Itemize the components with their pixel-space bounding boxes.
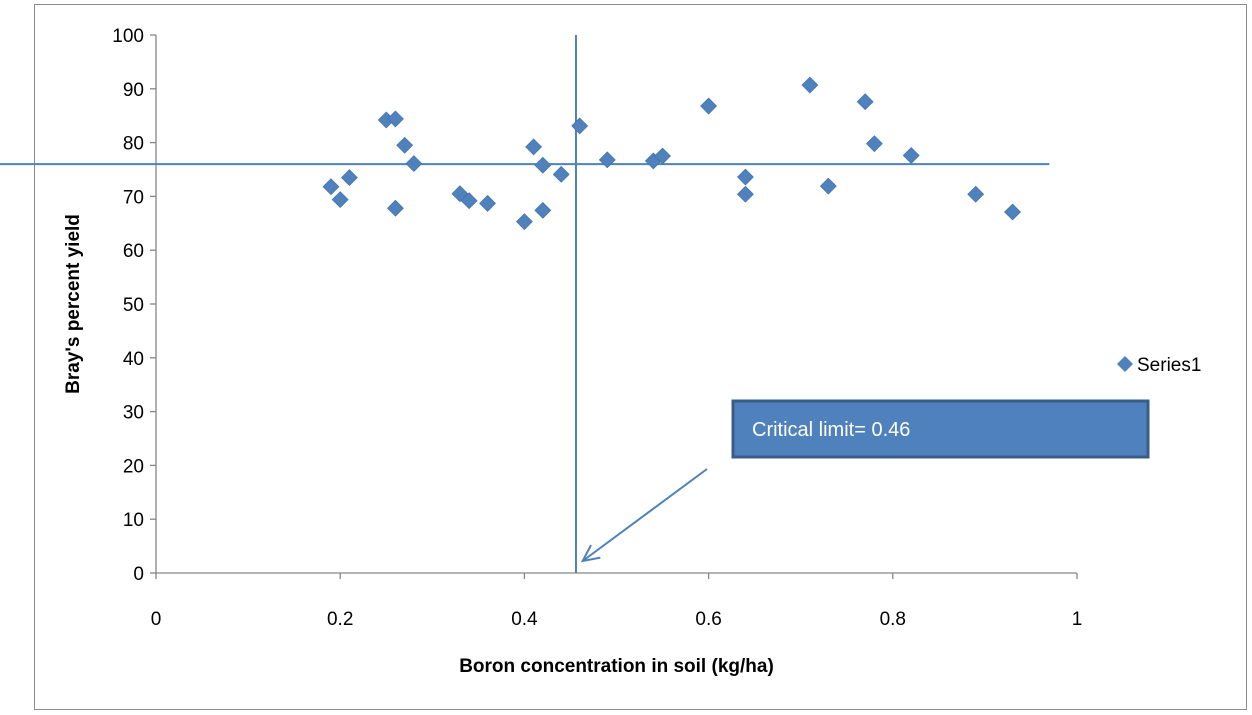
y-tick-label: 10 bbox=[123, 510, 144, 531]
data-point bbox=[571, 117, 589, 135]
y-tick-label: 90 bbox=[123, 80, 144, 101]
callout-box bbox=[731, 399, 1150, 459]
data-point bbox=[331, 191, 349, 209]
y-ticks: 0 10 20 30 40 50 60 70 80 90 100 bbox=[112, 26, 156, 585]
y-tick-label: 50 bbox=[123, 295, 144, 316]
data-point bbox=[598, 151, 616, 169]
critical-limit-callout: Critical limit= 0.46 bbox=[580, 399, 1150, 563]
data-point bbox=[552, 165, 570, 183]
data-point bbox=[534, 156, 552, 174]
data-point bbox=[737, 185, 754, 203]
axes bbox=[155, 35, 1077, 574]
data-point bbox=[387, 199, 404, 217]
data-point bbox=[515, 213, 533, 231]
data-point bbox=[700, 97, 718, 115]
data-point bbox=[322, 178, 340, 196]
legend-label-series1: Series1 bbox=[1137, 355, 1201, 376]
data-point bbox=[460, 192, 478, 210]
callout-arrow-head bbox=[580, 544, 601, 563]
x-tick-label: 1 bbox=[1072, 609, 1083, 630]
data-point bbox=[819, 177, 837, 195]
y-tick-label: 20 bbox=[123, 456, 144, 477]
data-point bbox=[1004, 203, 1021, 221]
data-point bbox=[534, 201, 552, 219]
x-tick-label: 0.8 bbox=[880, 609, 906, 630]
data-point bbox=[479, 194, 496, 212]
data-point bbox=[856, 93, 874, 111]
y-tick-label: 0 bbox=[133, 564, 144, 585]
y-tick-label: 30 bbox=[123, 403, 144, 424]
data-point bbox=[967, 185, 985, 203]
x-tick-label: 0.2 bbox=[327, 609, 353, 630]
y-tick-label: 70 bbox=[123, 187, 144, 208]
data-point bbox=[865, 135, 883, 153]
callout-text: Critical limit= 0.46 bbox=[752, 419, 910, 441]
y-tick-label: 60 bbox=[123, 241, 144, 262]
x-axis-title: Boron concentration in soil (kg/ha) bbox=[459, 656, 774, 677]
data-point bbox=[737, 168, 754, 186]
data-point bbox=[654, 147, 671, 165]
x-tick-label: 0.4 bbox=[511, 609, 538, 630]
y-tick-label: 100 bbox=[112, 26, 144, 47]
callout-arrow bbox=[582, 468, 708, 562]
reference-lines bbox=[0, 35, 1050, 573]
legend: Series1 bbox=[1117, 355, 1201, 376]
chart-area bbox=[34, 4, 1247, 710]
data-point bbox=[801, 76, 819, 94]
data-point bbox=[405, 155, 423, 173]
data-point bbox=[340, 169, 358, 186]
data-points bbox=[322, 76, 1021, 231]
y-tick-label: 80 bbox=[123, 134, 144, 155]
legend-marker-series1 bbox=[1117, 356, 1133, 372]
x-tick-label: 0 bbox=[151, 609, 162, 630]
x-ticks: 0 0.2 0.4 0.6 0.8 1 bbox=[151, 573, 1083, 630]
data-point bbox=[396, 136, 414, 154]
data-point bbox=[525, 138, 543, 156]
y-tick-label: 40 bbox=[123, 349, 144, 370]
y-axis-title: Bray's percent yield bbox=[63, 214, 84, 394]
x-tick-label: 0.6 bbox=[695, 609, 721, 630]
data-point bbox=[387, 110, 404, 128]
data-point bbox=[902, 147, 920, 164]
